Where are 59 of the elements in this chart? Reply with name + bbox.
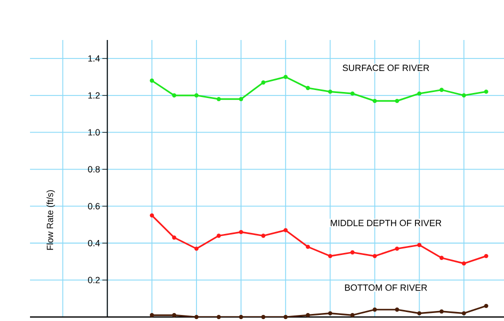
- point: [261, 234, 266, 238]
- text: BOTTOM OF RIVER: [345, 284, 427, 291]
- point: [172, 313, 176, 318]
- point: [328, 90, 332, 94]
- point: [484, 254, 488, 258]
- point: [284, 228, 288, 232]
- point: [440, 88, 444, 92]
- point: [484, 90, 488, 94]
- point: [194, 246, 199, 251]
- point: [306, 244, 310, 249]
- point: [484, 304, 488, 308]
- y-tick-label: 1.4: [88, 55, 100, 62]
- point: [172, 235, 176, 240]
- point: [394, 98, 400, 104]
- point: [194, 314, 199, 320]
- point: [462, 261, 466, 266]
- point: [372, 308, 377, 312]
- point: [440, 309, 444, 314]
- point: [238, 314, 244, 320]
- point: [372, 98, 377, 104]
- point: [216, 314, 221, 320]
- point: [172, 93, 176, 98]
- point: [284, 74, 288, 80]
- point: [284, 314, 288, 320]
- point: [306, 86, 310, 90]
- point: [194, 93, 199, 98]
- point: [150, 78, 154, 83]
- point: [350, 91, 355, 96]
- point: [440, 256, 444, 260]
- y-tick-label: 0.8: [88, 166, 100, 172]
- point: [238, 230, 244, 234]
- y-tick-label: 0.4: [88, 240, 100, 246]
- point: [216, 96, 221, 102]
- point: [238, 96, 244, 102]
- y-tick-label: 0.6: [88, 203, 100, 210]
- point: [417, 242, 422, 248]
- point: [150, 313, 154, 318]
- point: [394, 308, 400, 312]
- point: [306, 313, 310, 318]
- point: [350, 313, 355, 318]
- text: SURFACE OF RIVER: [342, 64, 430, 72]
- point: [417, 91, 422, 96]
- point: [328, 311, 332, 316]
- point: [372, 254, 377, 258]
- point: [350, 250, 355, 254]
- point: [328, 254, 332, 258]
- y-tick-label: 1.2: [88, 92, 100, 99]
- text: MIDDLE DEPTH OF RIVER: [330, 220, 442, 226]
- y-axis-title: Flow Rate (ft/s): [46, 190, 55, 250]
- point: [462, 93, 466, 98]
- point: [417, 311, 422, 316]
- point: [261, 314, 266, 320]
- y-tick-label: 1.0: [88, 129, 100, 136]
- y-tick-label: 0.2: [88, 276, 100, 284]
- point: [261, 80, 266, 85]
- point: [462, 311, 466, 316]
- point: [216, 234, 221, 238]
- point: [150, 213, 154, 218]
- point: [394, 246, 400, 251]
